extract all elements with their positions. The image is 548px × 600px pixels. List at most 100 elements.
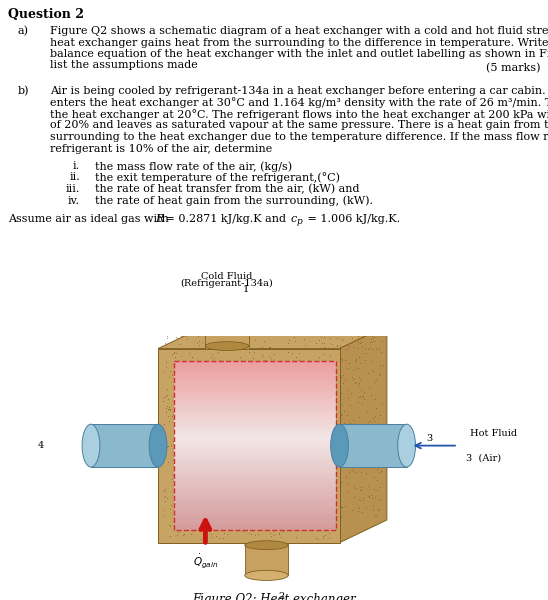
Polygon shape (174, 365, 335, 368)
Point (250, 433, 259, 443)
Point (298, 410, 307, 419)
Point (370, 448, 379, 457)
Point (361, 355, 369, 365)
Point (178, 486, 187, 496)
Point (318, 338, 327, 347)
Point (370, 473, 379, 482)
Point (341, 425, 350, 435)
Point (243, 393, 252, 403)
Point (278, 471, 287, 481)
Point (179, 509, 187, 518)
Point (182, 489, 191, 499)
Polygon shape (174, 442, 335, 443)
Point (293, 401, 301, 411)
Point (162, 357, 171, 367)
Point (170, 399, 179, 409)
Point (185, 362, 193, 372)
Point (182, 398, 191, 408)
Point (264, 520, 273, 529)
Point (210, 379, 219, 388)
Point (267, 487, 276, 496)
Point (312, 472, 321, 482)
Polygon shape (174, 414, 335, 416)
Point (187, 352, 196, 362)
Point (186, 377, 195, 386)
Point (323, 357, 332, 367)
Point (200, 531, 209, 541)
Point (189, 526, 197, 535)
Point (188, 506, 197, 515)
Point (259, 395, 267, 404)
Point (307, 470, 316, 479)
Point (225, 370, 234, 380)
Point (281, 407, 289, 416)
Text: iv.: iv. (68, 196, 80, 205)
Point (214, 398, 223, 407)
Point (200, 330, 209, 340)
Point (358, 493, 367, 503)
Point (239, 415, 248, 424)
Point (174, 396, 183, 406)
Point (208, 523, 217, 532)
Point (252, 457, 261, 466)
Point (264, 325, 272, 335)
Point (248, 359, 257, 369)
Point (172, 379, 181, 389)
Point (224, 507, 232, 517)
Point (365, 491, 374, 500)
Point (270, 530, 278, 540)
Point (301, 340, 310, 350)
Point (234, 494, 243, 503)
Point (327, 485, 335, 494)
Point (175, 494, 184, 503)
Point (294, 325, 302, 334)
Point (170, 374, 179, 384)
Point (336, 422, 345, 432)
Point (344, 394, 353, 403)
Point (232, 339, 241, 349)
Point (300, 470, 309, 479)
Text: list the assumptions made: list the assumptions made (50, 61, 198, 70)
Point (270, 511, 279, 521)
Point (181, 476, 190, 486)
Point (178, 472, 186, 481)
Point (301, 488, 310, 498)
Polygon shape (340, 326, 387, 542)
Point (342, 329, 351, 339)
Point (263, 504, 272, 514)
Point (202, 384, 211, 394)
Point (319, 502, 328, 512)
Point (160, 492, 169, 502)
Point (170, 347, 179, 356)
Point (224, 339, 233, 349)
Point (279, 479, 288, 489)
Polygon shape (174, 448, 335, 450)
Point (298, 520, 306, 529)
Point (374, 370, 383, 380)
Point (202, 441, 210, 451)
Point (182, 334, 191, 343)
Point (345, 421, 354, 430)
Point (218, 497, 227, 506)
Point (322, 436, 331, 446)
Text: = 1.006 kJ/kg.K.: = 1.006 kJ/kg.K. (304, 214, 400, 224)
Point (313, 374, 322, 383)
Point (275, 485, 283, 495)
Text: 1: 1 (243, 285, 249, 294)
Point (238, 325, 247, 334)
Point (221, 455, 230, 465)
Point (243, 365, 252, 375)
Point (316, 406, 324, 416)
Point (219, 529, 228, 538)
Point (173, 373, 182, 382)
Point (229, 413, 238, 422)
Point (371, 394, 380, 404)
Point (327, 394, 335, 403)
Point (213, 506, 222, 515)
Point (179, 401, 187, 411)
Point (321, 416, 329, 426)
Point (336, 512, 345, 521)
Point (170, 470, 179, 480)
Point (370, 332, 379, 341)
Point (312, 525, 321, 535)
